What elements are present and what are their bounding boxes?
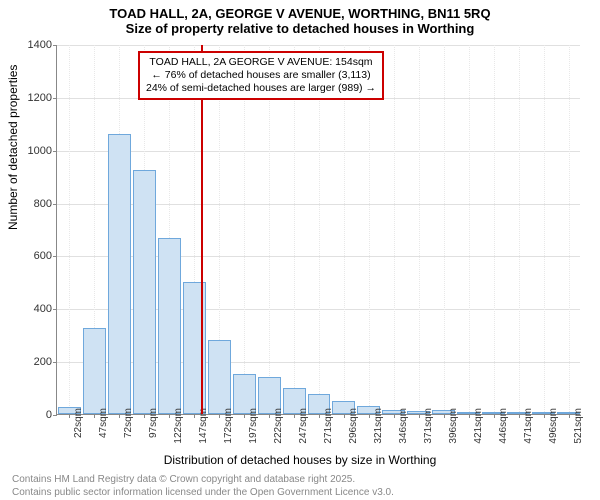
x-tick-label: 521sqm <box>573 408 584 444</box>
x-tick-mark <box>119 414 120 418</box>
gridline-v <box>569 45 570 414</box>
callout-line-1: TOAD HALL, 2A GEORGE V AVENUE: 154sqm <box>146 56 376 69</box>
plot-area: 020040060080010001200140022sqm47sqm72sqm… <box>56 45 580 415</box>
gridline-v <box>444 45 445 414</box>
chart-footer: Contains HM Land Registry data © Crown c… <box>12 474 394 499</box>
callout-line-3: 24% of semi-detached houses are larger (… <box>146 82 376 95</box>
histogram-bar <box>158 238 181 414</box>
y-tick-label: 1000 <box>17 145 52 157</box>
y-tick-mark <box>53 415 57 416</box>
x-tick-mark <box>394 414 395 418</box>
gridline-v <box>494 45 495 414</box>
x-tick-mark <box>219 414 220 418</box>
x-tick-mark <box>244 414 245 418</box>
y-tick-label: 400 <box>17 303 52 315</box>
gridline-v <box>419 45 420 414</box>
y-tick-label: 1200 <box>17 92 52 104</box>
gridline-v <box>469 45 470 414</box>
x-tick-mark <box>369 414 370 418</box>
callout-line-2: ← 76% of detached houses are smaller (3,… <box>146 69 376 82</box>
y-tick-mark <box>53 204 57 205</box>
histogram-bar <box>133 170 156 414</box>
y-tick-label: 800 <box>17 198 52 210</box>
x-tick-mark <box>569 414 570 418</box>
chart-container: TOAD HALL, 2A, GEORGE V AVENUE, WORTHING… <box>0 0 600 500</box>
x-tick-mark <box>319 414 320 418</box>
gridline-v <box>544 45 545 414</box>
x-axis-label: Distribution of detached houses by size … <box>0 453 600 467</box>
histogram-bar <box>108 134 131 414</box>
chart-title-sub: Size of property relative to detached ho… <box>0 21 600 36</box>
x-tick-mark <box>519 414 520 418</box>
x-tick-mark <box>344 414 345 418</box>
gridline-v <box>394 45 395 414</box>
y-tick-mark <box>53 98 57 99</box>
x-tick-mark <box>294 414 295 418</box>
y-tick-mark <box>53 45 57 46</box>
x-tick-mark <box>494 414 495 418</box>
histogram-bar <box>208 340 231 414</box>
y-tick-label: 1400 <box>17 39 52 51</box>
y-tick-label: 600 <box>17 250 52 262</box>
x-tick-mark <box>144 414 145 418</box>
x-tick-mark <box>94 414 95 418</box>
footer-line-1: Contains HM Land Registry data © Crown c… <box>12 474 394 487</box>
chart-title-main: TOAD HALL, 2A, GEORGE V AVENUE, WORTHING… <box>0 0 600 21</box>
y-tick-mark <box>53 309 57 310</box>
x-tick-mark <box>69 414 70 418</box>
x-tick-mark <box>419 414 420 418</box>
gridline-v <box>69 45 70 414</box>
y-tick-mark <box>53 151 57 152</box>
x-tick-mark <box>169 414 170 418</box>
x-tick-mark <box>444 414 445 418</box>
y-tick-label: 0 <box>17 409 52 421</box>
y-tick-label: 200 <box>17 356 52 368</box>
gridline-v <box>519 45 520 414</box>
x-tick-mark <box>269 414 270 418</box>
histogram-bar <box>83 328 106 414</box>
x-tick-mark <box>194 414 195 418</box>
property-callout: TOAD HALL, 2A GEORGE V AVENUE: 154sqm← 7… <box>138 51 384 100</box>
y-tick-mark <box>53 256 57 257</box>
x-tick-mark <box>469 414 470 418</box>
y-tick-mark <box>53 362 57 363</box>
footer-line-2: Contains public sector information licen… <box>12 487 394 500</box>
x-tick-mark <box>544 414 545 418</box>
